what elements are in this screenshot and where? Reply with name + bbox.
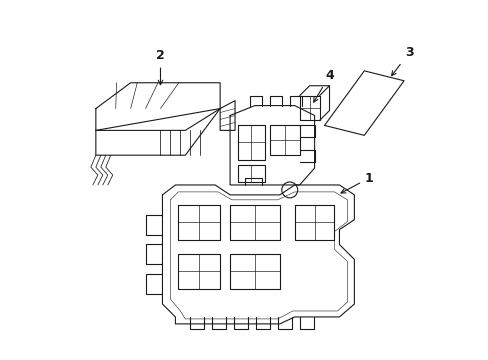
- Text: 4: 4: [313, 69, 333, 102]
- Text: 2: 2: [156, 49, 164, 85]
- Text: 3: 3: [391, 46, 412, 76]
- Text: 1: 1: [340, 171, 373, 193]
